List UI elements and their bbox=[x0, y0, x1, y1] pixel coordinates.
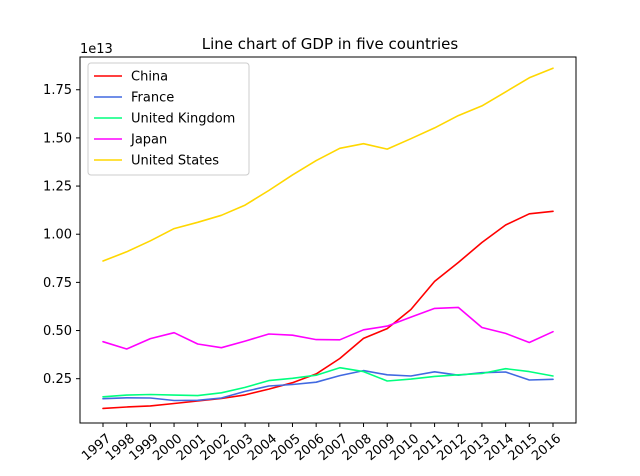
y-tick-label: 0.75 bbox=[43, 276, 72, 291]
y-tick-label: 1.50 bbox=[43, 131, 72, 146]
y-tick-label: 0.50 bbox=[43, 324, 72, 339]
legend-box bbox=[87, 62, 250, 176]
legend-entry: France bbox=[131, 91, 174, 106]
y-tick-label: 1.25 bbox=[43, 180, 72, 195]
series-line-united-states bbox=[102, 67, 554, 262]
y-tick-label: 1.00 bbox=[43, 228, 72, 243]
series-line-france bbox=[102, 369, 554, 402]
legend-entry: United Kingdom bbox=[131, 112, 235, 127]
y-tick-label: 0.25 bbox=[43, 372, 72, 387]
legend-entry: Japan bbox=[130, 133, 167, 148]
chart-title: Line chart of GDP in five countries bbox=[202, 35, 459, 53]
series-line-japan bbox=[102, 306, 554, 350]
legend-entry: United States bbox=[131, 154, 219, 169]
y-tick-label: 1.75 bbox=[43, 83, 72, 98]
series-line-china bbox=[102, 210, 554, 410]
legend-entry: China bbox=[131, 70, 168, 85]
plot-area: 1997199819992000200120022003200420052006… bbox=[43, 56, 577, 464]
series-line-united-kingdom bbox=[102, 366, 554, 398]
legend: China France United Kingdom Japan United Sta… bbox=[87, 62, 250, 176]
y-multiplier-label: 1e13 bbox=[80, 42, 113, 57]
plot-frame bbox=[79, 56, 577, 424]
